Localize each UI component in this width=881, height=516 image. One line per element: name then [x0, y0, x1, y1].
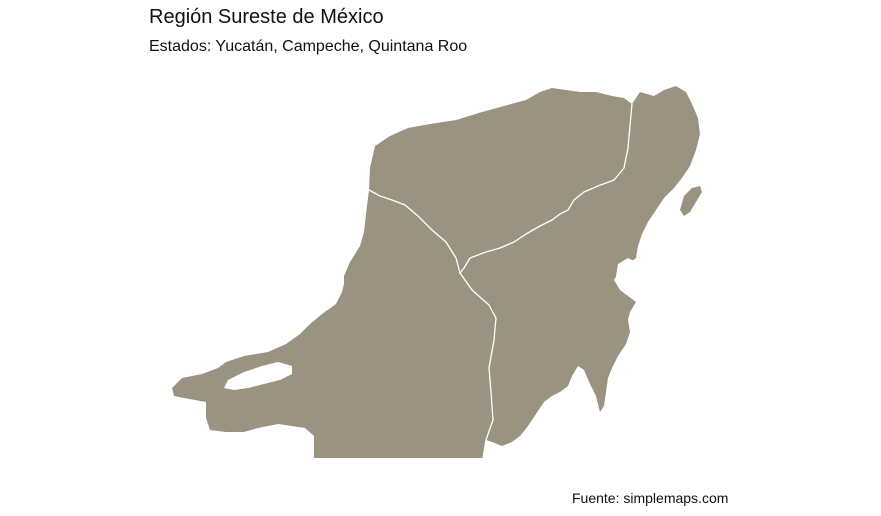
bahia-ascension [616, 258, 640, 282]
border-yucatan-quintana-roo [459, 103, 633, 274]
state-campeche [172, 190, 496, 458]
state-borders [368, 103, 633, 459]
border-campeche-quintana-roo [459, 272, 497, 459]
laguna-de-terminos [224, 362, 292, 390]
state-quintana-roo [460, 86, 700, 446]
border-campeche-yucatan [368, 189, 461, 274]
source-caption: Fuente: simplemaps.com [572, 490, 729, 506]
map-title: Región Sureste de México [149, 6, 384, 28]
isla-cozumel [680, 186, 702, 216]
map-subtitle: Estados: Yucatán, Campeche, Quintana Roo [149, 38, 468, 55]
state-yucatan [369, 88, 632, 273]
